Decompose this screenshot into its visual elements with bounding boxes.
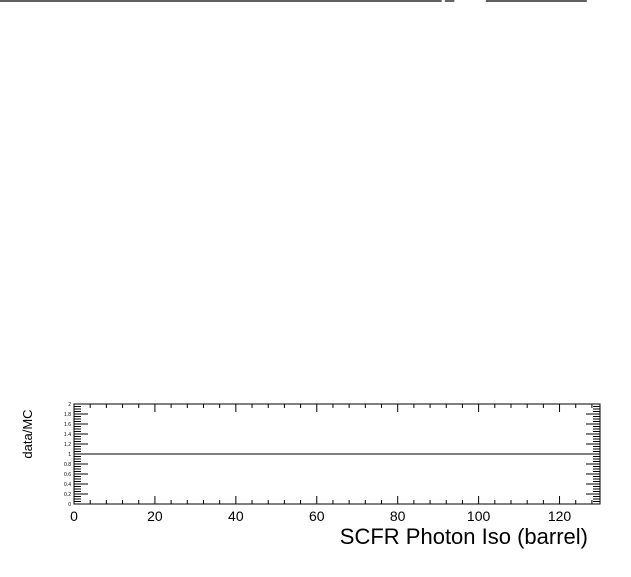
y-tick-label: 0.2: [64, 492, 71, 498]
x-tick-label: 80: [390, 508, 406, 524]
y-tick-label: 0.6: [64, 472, 71, 478]
y-tick-label: 1.4: [64, 432, 71, 438]
x-tick-label: 60: [309, 508, 325, 524]
x-tick-label: 0: [70, 508, 78, 524]
x-axis-ticks: 0 20 40 60 80 100 120: [70, 404, 593, 524]
x-tick-label: 40: [228, 508, 244, 524]
y-axis-title: data/MC: [20, 409, 35, 458]
x-tick-label: 20: [147, 508, 163, 524]
y-tick-label: 1.8: [64, 412, 71, 418]
y-tick-label: 0.8: [64, 462, 71, 468]
y-tick-label: 0.4: [64, 482, 71, 488]
y-tick-label: 1.2: [64, 442, 71, 448]
y-axis-ticks: 0 0.2 0.4 0.6 0.8 1 1.2 1.4 1.6 1.8 2: [64, 402, 600, 508]
x-axis-title: SCFR Photon Iso (barrel): [340, 524, 588, 549]
y-tick-label: 1: [68, 452, 71, 458]
y-tick-label: 2: [68, 402, 71, 408]
x-tick-label: 120: [548, 508, 572, 524]
y-tick-label: 0: [68, 502, 71, 508]
x-tick-label: 100: [467, 508, 491, 524]
y-tick-label: 1.6: [64, 422, 71, 428]
